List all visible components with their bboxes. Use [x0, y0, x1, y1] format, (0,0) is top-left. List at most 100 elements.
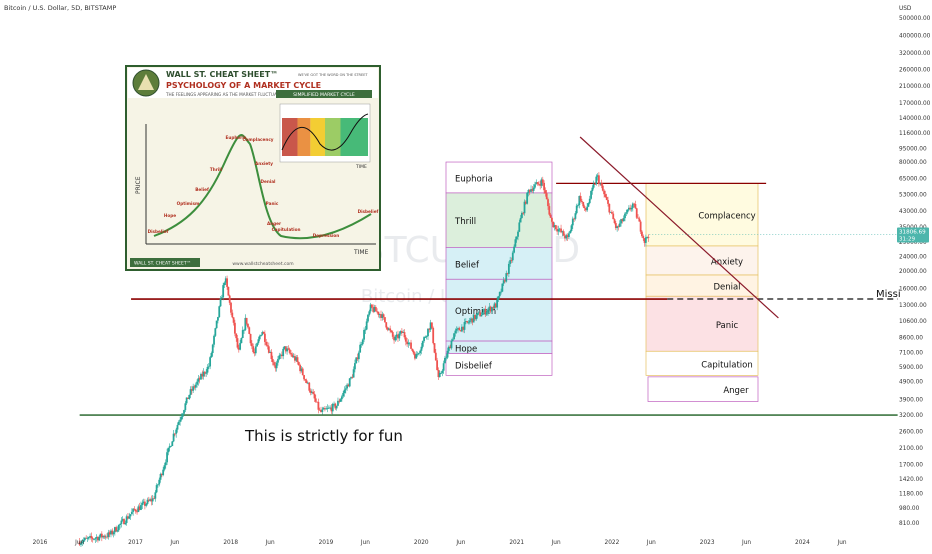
candle-body	[120, 520, 123, 524]
x-tick-label: 2016	[33, 540, 48, 546]
inset-stage-label: Euphoria	[225, 135, 246, 140]
candle-body	[123, 519, 125, 525]
candle-body	[200, 373, 202, 380]
inset-stage-label: Complacency	[242, 137, 273, 142]
candle-body	[624, 213, 626, 219]
y-tick-label: 210000.00	[899, 84, 931, 90]
candle-body	[223, 282, 226, 286]
x-tick-label: Jun	[646, 540, 656, 546]
candle-body	[340, 396, 343, 400]
candle-body	[526, 192, 529, 204]
candle-body	[378, 314, 381, 315]
candle-body	[108, 532, 111, 535]
candle-body	[127, 516, 129, 519]
candle-body	[180, 416, 183, 420]
candle-body	[457, 328, 459, 329]
candle-body	[100, 533, 103, 538]
candle-body	[605, 196, 608, 200]
y-tick-label: 170000.00	[899, 101, 931, 107]
candle-body	[552, 221, 555, 228]
candle-body	[511, 252, 514, 261]
y-tick-label: 810.00	[899, 521, 920, 527]
candle-body	[147, 499, 150, 501]
candle-body	[260, 334, 262, 337]
candle-body	[104, 536, 107, 538]
candle-body	[158, 479, 161, 485]
candle-body	[256, 343, 258, 347]
candle-body	[626, 209, 629, 213]
candle-body	[577, 205, 579, 206]
x-tick-label: Jun	[455, 540, 465, 546]
candle-body	[492, 307, 495, 309]
candle-body	[601, 185, 604, 191]
candle-body	[532, 187, 535, 191]
y-tick-label: 8600.00	[899, 335, 923, 341]
candle-body	[283, 346, 286, 349]
candle-body	[275, 362, 278, 369]
candle-body	[446, 350, 449, 358]
candle-body	[196, 381, 198, 385]
candle-body	[501, 283, 504, 292]
candle-body	[82, 540, 85, 542]
candle-body	[305, 380, 308, 384]
candle-body	[440, 372, 442, 374]
y-tick-label: 400000.00	[899, 34, 931, 40]
candle-body	[94, 538, 97, 540]
candle-body	[644, 237, 647, 243]
candle-body	[518, 222, 521, 232]
candle-body	[110, 530, 112, 535]
candle-body	[133, 508, 136, 510]
candle-body	[519, 217, 522, 223]
candle-body	[124, 522, 127, 525]
candle-body	[80, 543, 82, 545]
y-tick-label: 140000.00	[899, 116, 931, 122]
candle-body	[257, 339, 260, 344]
candle-body	[641, 231, 643, 237]
downtrend-line	[579, 136, 779, 319]
candle-body	[419, 350, 422, 354]
candle-body	[386, 327, 389, 330]
candle-body	[266, 345, 269, 347]
candle-body	[491, 307, 493, 312]
candle-body	[616, 226, 619, 229]
candle-body	[284, 346, 287, 352]
candle-body	[415, 354, 418, 359]
candle-body	[244, 317, 247, 330]
candle-body	[384, 317, 386, 323]
candle-body	[567, 233, 570, 238]
candle-body	[193, 386, 196, 388]
candle-body	[145, 503, 148, 506]
candle-body	[167, 447, 170, 453]
candle-body	[132, 508, 135, 512]
candle-body	[154, 492, 157, 499]
candle-body	[98, 536, 101, 541]
candle-body	[604, 194, 607, 197]
candle-body	[162, 469, 165, 476]
candle-body	[222, 285, 225, 298]
candle-body	[562, 231, 565, 236]
candle-body	[171, 441, 174, 447]
x-tick-label: 2022	[605, 540, 620, 546]
inset-subtitle: THE FEELINGS APPEARING AS THE MARKET FLU…	[165, 92, 285, 97]
candle-body	[451, 339, 454, 341]
candle-body	[236, 338, 239, 348]
candle-body	[607, 199, 609, 204]
y-tick-label: 320000.00	[899, 51, 931, 57]
candle-body	[523, 201, 526, 214]
left-zone-label: Disbelief	[455, 361, 493, 371]
candle-body	[86, 538, 89, 540]
candle-body	[635, 208, 638, 218]
candle-body	[579, 195, 582, 201]
candle-body	[357, 352, 360, 360]
candle-body	[594, 184, 596, 185]
candle-body	[510, 260, 513, 261]
candle-body	[617, 226, 620, 228]
candle-body	[515, 236, 518, 240]
candle-body	[342, 392, 345, 397]
candle-body	[230, 302, 232, 313]
candle-body	[556, 229, 559, 232]
candle-body	[376, 311, 379, 313]
x-tick-label: Jun	[360, 540, 370, 546]
